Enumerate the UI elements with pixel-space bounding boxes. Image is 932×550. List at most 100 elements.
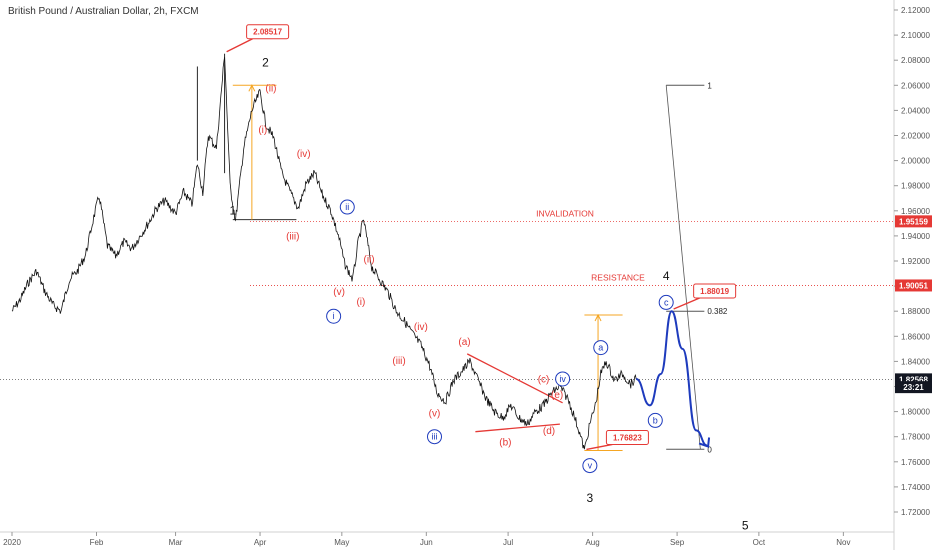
- y-tick-label: 2.04000: [901, 106, 930, 115]
- chart-title: British Pound / Australian Dollar, 2h, F…: [8, 6, 199, 17]
- callout-box: [246, 24, 290, 40]
- x-tick-label: Jul: [503, 538, 513, 547]
- projection-arrow: [594, 313, 602, 322]
- price-badge-label: 23:21: [903, 383, 924, 392]
- x-tick-label: May: [334, 538, 349, 547]
- wave-labels: 2 1 4 3 5 (ii) (i) (iv) (iii) (v) (ii) (i) (iv) (iii)…: [229, 55, 748, 532]
- wave-label-red: (iv): [297, 149, 311, 160]
- triangle-lower-line: [475, 423, 560, 433]
- wave-label-blue: iv: [559, 374, 566, 384]
- wave-label-black: 5: [742, 519, 749, 533]
- wave-label-red: (iv): [414, 322, 428, 333]
- time-axis[interactable]: 2020 Feb Mar Apr May Jun Jul Aug Sep Oct Nov: [3, 532, 850, 547]
- y-tick-label: 1.92000: [901, 257, 930, 266]
- callout-box: [605, 429, 649, 445]
- callout-label: 1.76823: [613, 433, 642, 442]
- y-tick-label: 1.78000: [901, 433, 930, 442]
- fib-label: 0.382: [707, 307, 728, 316]
- wave-circle: [647, 412, 663, 428]
- y-tick-label: 2.06000: [901, 81, 930, 90]
- y-tick-label: 2.08000: [901, 56, 930, 65]
- wave-label-red: (b): [499, 437, 511, 448]
- wave-circle: [555, 371, 571, 387]
- y-tick-label: 1.88000: [901, 307, 930, 316]
- callout-label: 1.88019: [700, 287, 729, 296]
- wave-label-red: (iii): [286, 232, 299, 243]
- price-callouts: 2.08517 1.88019 1.76823: [226, 24, 737, 451]
- forecast-projection: [635, 310, 711, 448]
- y-tick-label: 1.86000: [901, 332, 930, 341]
- x-tick-label: Feb: [90, 538, 104, 547]
- fib-label: 1: [707, 81, 712, 90]
- wave-label-red: (i): [258, 125, 267, 136]
- y-tick-label: 1.80000: [901, 408, 930, 417]
- y-tick-label: 1.96000: [901, 207, 930, 216]
- wave-label-blue: iii: [432, 432, 438, 442]
- fib-diagonal: [665, 85, 701, 450]
- y-tick-label: 1.84000: [901, 357, 930, 366]
- callout-pointer: [673, 297, 700, 310]
- x-tick-label: Sep: [670, 538, 685, 547]
- y-tick-label: 1.94000: [901, 232, 930, 241]
- y-tick-label: 1.74000: [901, 483, 930, 492]
- price-line: [11, 56, 637, 450]
- wave-label-red: (c): [538, 375, 550, 386]
- annotations: 1 0.382 0: [232, 81, 728, 454]
- wave-label-black: 4: [663, 269, 670, 283]
- fib-measure-arrow: [248, 84, 256, 92]
- price-badge-label: 1.82568: [899, 375, 928, 384]
- wave-label-red: (d): [543, 426, 555, 437]
- callout-box: [693, 283, 737, 299]
- wave-circle: [427, 429, 442, 445]
- wave-label-red: (v): [429, 409, 441, 420]
- triangle-upper-line: [466, 353, 563, 404]
- x-tick-label: Apr: [254, 538, 267, 547]
- wave-circle: [326, 308, 342, 324]
- callout-pointer: [226, 38, 253, 53]
- wave-label-red: (ii): [364, 254, 375, 265]
- forecast-arrow: [698, 437, 711, 448]
- x-tick-label: Mar: [169, 538, 183, 547]
- x-tick-label: Oct: [753, 538, 766, 547]
- price-badge: [895, 215, 932, 228]
- wave-label-red: (iii): [392, 356, 405, 367]
- x-tick-label: Nov: [836, 538, 850, 547]
- y-tick-label: 2.10000: [901, 31, 930, 40]
- wave-label-red: (ii): [265, 84, 276, 95]
- y-tick-label: 2.12000: [901, 6, 930, 15]
- price-badge-label: 1.95159: [899, 217, 928, 226]
- price-badge-label: 1.90051: [899, 281, 928, 290]
- wave-label-blue: a: [598, 343, 603, 353]
- wave-label-blue: v: [588, 461, 593, 471]
- x-tick-label: Jun: [420, 538, 433, 547]
- wave-circle: [339, 199, 355, 215]
- wave-label-black: 3: [587, 491, 594, 505]
- x-tick-label: 2020: [3, 538, 21, 547]
- forecast-line: [635, 310, 708, 447]
- wave-label-blue: c: [664, 297, 669, 307]
- wave-label-blue: b: [653, 415, 658, 425]
- wave-circle: [593, 340, 609, 356]
- wave-label-black: 1: [229, 204, 236, 218]
- horizontal-levels: INVALIDATION RESISTANCE: [0, 208, 894, 380]
- wave-label-red: (a): [458, 337, 470, 348]
- wave-circle: [658, 294, 674, 310]
- price-badge: [895, 279, 932, 292]
- price-badge: [895, 381, 932, 394]
- y-tick-label: 1.76000: [901, 458, 930, 467]
- wave-label-red: (v): [333, 287, 345, 298]
- callout-label: 2.08517: [253, 28, 282, 37]
- price-series: [11, 53, 637, 450]
- resistance-label: RESISTANCE: [591, 272, 645, 282]
- wave-label-red: (e): [551, 390, 563, 401]
- wave-circle: [582, 458, 598, 474]
- x-tick-label: Aug: [585, 538, 599, 547]
- y-tick-label: 1.72000: [901, 508, 930, 517]
- wave-label-black: 2: [262, 55, 269, 69]
- fib-label: 0: [707, 445, 712, 454]
- y-tick-label: 1.98000: [901, 182, 930, 191]
- wave-label-blue: ii: [345, 202, 349, 212]
